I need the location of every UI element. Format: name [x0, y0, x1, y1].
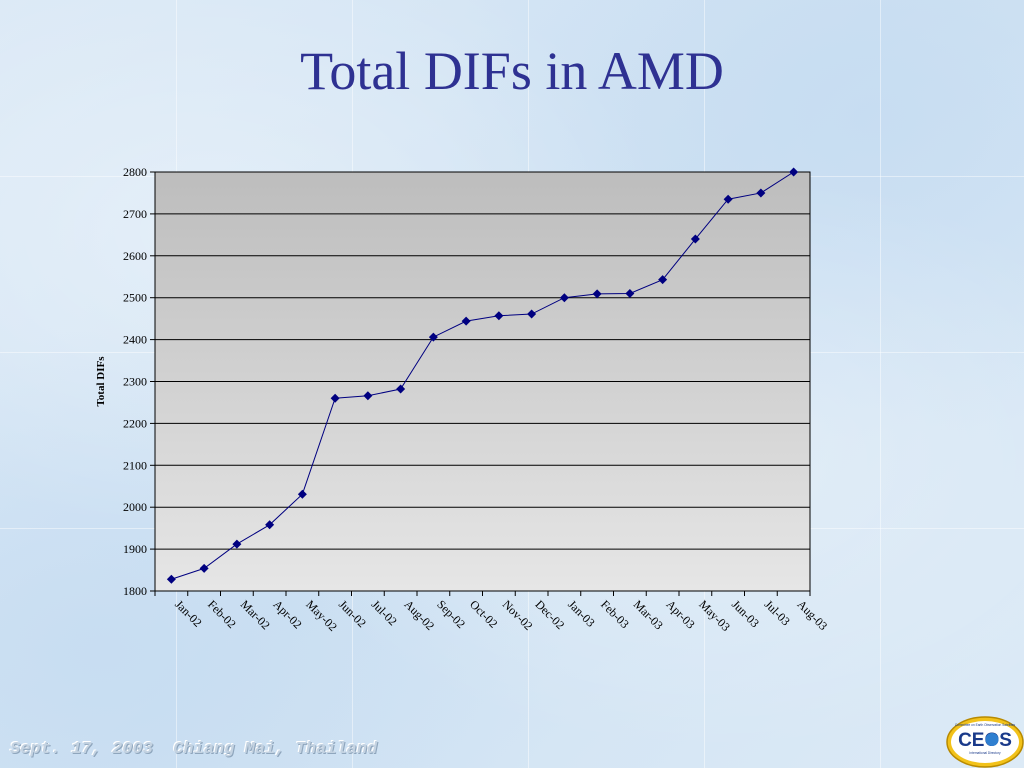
x-tick-label: Jun-03 — [729, 597, 762, 630]
x-tick-label: Jun-02 — [336, 597, 369, 630]
data-point-marker — [166, 574, 176, 584]
y-tick-label: 2500 — [123, 291, 147, 305]
x-tick-label: May-03 — [696, 597, 733, 634]
slide-title: Total DIFs in AMD — [300, 41, 724, 101]
data-point-marker — [396, 384, 406, 394]
y-tick-label: 2800 — [123, 165, 147, 179]
x-tick-label: Sep-02 — [434, 597, 468, 631]
x-tick-label: Apr-02 — [271, 597, 305, 631]
y-tick-labels: 1800 1900 2000 2100 2200 2300 2400 2500 2600 2700… — [123, 165, 147, 598]
logo-text: CEOS — [958, 730, 1012, 751]
data-point-marker — [789, 167, 799, 177]
axes — [150, 171, 811, 596]
y-tick-label: 2400 — [123, 333, 147, 347]
data-point-marker — [330, 393, 340, 403]
series-line — [171, 171, 794, 580]
data-point-marker — [756, 188, 766, 198]
logo-subtext: International Directory — [969, 751, 1001, 755]
background-tile-line — [880, 0, 881, 768]
footer-text: Sept. 17, 2003 Chiang Mai, Thailand — [10, 740, 378, 759]
y-tick-label: 2700 — [123, 207, 147, 221]
y-tick-label: 2100 — [123, 458, 147, 472]
data-point-marker — [363, 391, 373, 401]
x-tick-label: Jul-03 — [762, 597, 793, 628]
data-point-marker — [199, 563, 209, 573]
data-point-marker — [625, 289, 635, 299]
x-tick-label: Jan-03 — [565, 597, 598, 630]
data-point-marker — [297, 489, 307, 499]
x-tick-label: Aug-03 — [795, 597, 831, 633]
x-tick-label: Jan-02 — [172, 597, 205, 630]
x-tick-label: May-02 — [303, 597, 340, 634]
ceos-logo: Committee on Earth Observation Satellite… — [946, 716, 1024, 768]
y-tick-label: 2000 — [123, 500, 147, 514]
data-point-marker — [428, 332, 438, 342]
data-point-marker — [461, 316, 471, 326]
data-point-marker — [494, 311, 504, 321]
data-point-marker — [658, 275, 668, 285]
y-tick-label: 1800 — [123, 584, 147, 598]
data-point-marker — [690, 234, 700, 244]
data-point-marker — [265, 520, 275, 530]
x-tick-label: Feb-03 — [598, 597, 632, 631]
x-tick-label: Aug-02 — [402, 597, 438, 633]
data-point-marker — [527, 309, 537, 319]
y-tick-label: 2200 — [123, 416, 147, 430]
x-tick-label: Oct-02 — [467, 597, 500, 630]
data-point-marker — [723, 194, 733, 204]
x-tick-label: Jul-02 — [369, 597, 400, 628]
x-tick-label: Feb-02 — [205, 597, 239, 631]
y-tick-label: 2600 — [123, 249, 147, 263]
globe-icon — [985, 733, 999, 746]
y-tick-label: 1900 — [123, 542, 147, 556]
x-tick-label: Apr-03 — [664, 597, 698, 631]
logo-tagline: Committee on Earth Observation Satellite… — [955, 723, 1016, 727]
y-tick-label: 2300 — [123, 375, 147, 389]
x-tick-label: Nov-02 — [500, 597, 536, 633]
x-tick-label: Dec-02 — [533, 597, 568, 632]
y-axis-label: Total DIFs — [95, 356, 107, 407]
data-series — [166, 167, 799, 584]
data-point-marker — [232, 539, 242, 549]
x-tick-label: Mar-03 — [631, 597, 666, 632]
data-point-marker — [559, 293, 569, 303]
data-point-marker — [592, 289, 602, 299]
x-tick-label: Mar-02 — [238, 597, 273, 632]
